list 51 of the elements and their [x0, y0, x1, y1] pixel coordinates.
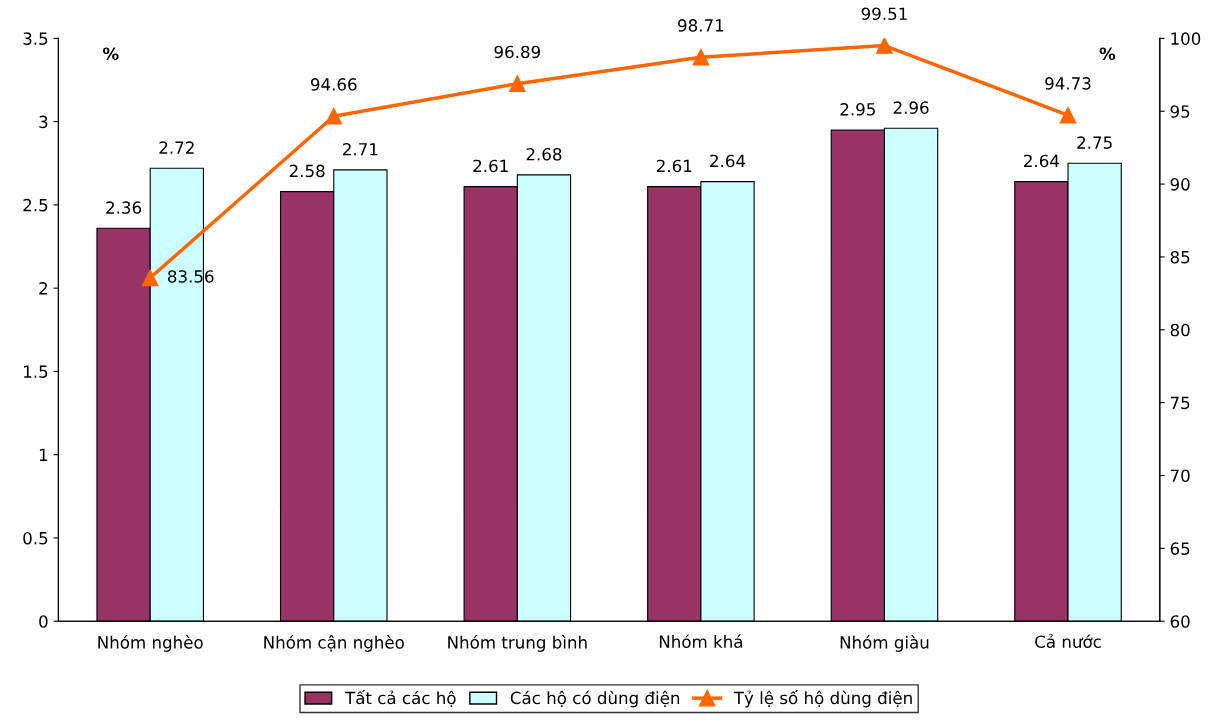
- data-label: 2.75: [1077, 136, 1112, 149]
- legend-label: Tất cả các hộ: [344, 689, 456, 708]
- y2-tick-label: 70: [1170, 469, 1190, 483]
- y-tick-label: 3.5: [23, 32, 48, 45]
- point: [692, 48, 710, 66]
- x-tick-label: Nhóm nghèo: [98, 635, 203, 652]
- data-label: 94.66: [310, 78, 357, 91]
- data-label: 2.64: [1024, 154, 1060, 168]
- x-tick-label: Cả nước: [1035, 634, 1101, 648]
- data-label: 2.61: [473, 159, 508, 173]
- x-tick-label: Nhóm giàu: [840, 635, 929, 652]
- data-label: 96.89: [494, 45, 541, 59]
- y2-tick-label: 85: [1170, 250, 1190, 264]
- data-label: 98.71: [678, 19, 724, 32]
- y2-tick-label: 90: [1170, 178, 1190, 191]
- point: [508, 75, 526, 93]
- y-tick-label: 0.5: [23, 531, 48, 545]
- data-label: 94.73: [1045, 77, 1091, 90]
- y2-tick-label: 95: [1170, 105, 1190, 118]
- y2-tick-label: 80: [1170, 323, 1190, 337]
- point: [141, 269, 159, 287]
- y2-axis-title: %: [1099, 47, 1116, 61]
- data-label: 2.72: [159, 141, 194, 154]
- legend-label: Các hộ có dùng điện: [510, 690, 680, 708]
- y-axis-title: %: [103, 47, 119, 61]
- data-label: 99.51: [861, 7, 907, 21]
- data-label: 2.58: [289, 164, 325, 178]
- y-tick-label: 0: [39, 615, 48, 628]
- y-tick-label: 1.5: [24, 365, 48, 378]
- data-label: 2.68: [526, 147, 562, 161]
- data-label: 2.61: [656, 159, 692, 173]
- y-tick-label: 2.5: [23, 198, 48, 212]
- y-tick-label: 2: [39, 282, 48, 295]
- y-tick-label: 3: [39, 115, 48, 129]
- x-tick-label: Nhóm khá: [659, 634, 742, 648]
- point: [1059, 106, 1077, 124]
- y2-tick-label: 60: [1170, 615, 1190, 628]
- y2-tick-label: 100: [1171, 32, 1201, 45]
- y2-tick-label: 75: [1170, 396, 1190, 410]
- y2-tick-label: 65: [1170, 542, 1190, 555]
- data-label: 2.71: [343, 142, 378, 156]
- point: [876, 38, 893, 54]
- y-tick-label: 1: [39, 448, 48, 461]
- data-label: 2.64: [710, 154, 746, 168]
- x-tick-label: Nhóm trung bình: [448, 635, 587, 652]
- point: [325, 107, 343, 125]
- data-label: 2.36: [106, 201, 142, 214]
- data-label: 2.95: [840, 103, 875, 116]
- legend-label: Tỷ lệ số hộ dùng điện: [733, 689, 912, 708]
- x-tick-label: Nhóm cận nghèo: [264, 635, 404, 652]
- data-label: 2.96: [893, 101, 929, 114]
